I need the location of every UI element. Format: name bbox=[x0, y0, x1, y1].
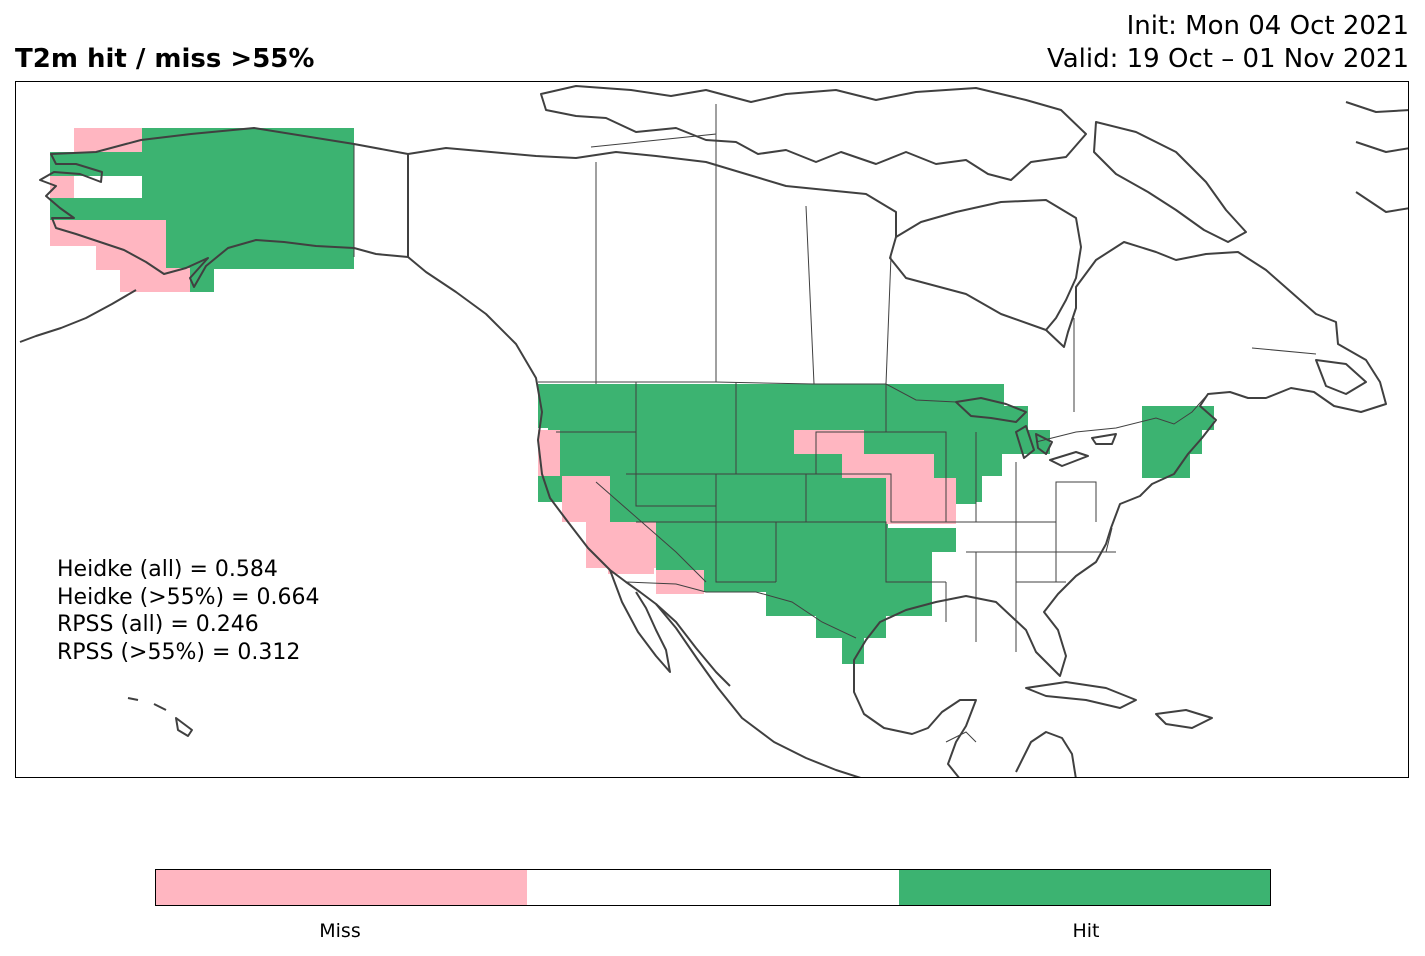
miss-cell-28 bbox=[608, 568, 654, 574]
coastline-pacific bbox=[407, 256, 862, 777]
map-panel bbox=[15, 81, 1409, 778]
hit-cell-15 bbox=[766, 592, 932, 616]
coastline-mainland bbox=[407, 147, 1387, 777]
coastline-yucatan bbox=[1015, 731, 1077, 777]
hit-cell-17 bbox=[842, 638, 864, 664]
colorbar-neutral-segment bbox=[527, 870, 899, 905]
heidke-over-55: Heidke (>55%) = 0.664 bbox=[57, 584, 320, 610]
hit-cell-4 bbox=[50, 198, 142, 220]
miss-cell-7 bbox=[120, 268, 190, 292]
coastline-baja bbox=[609, 569, 671, 673]
hit-cell-16 bbox=[816, 616, 886, 638]
border-canada-us-east bbox=[1035, 393, 1209, 443]
forecast-cells bbox=[50, 128, 1214, 664]
coastline-hudson-bay bbox=[895, 199, 1082, 331]
date-info: Init: Mon 04 Oct 2021 Valid: 19 Oct – 01… bbox=[1047, 10, 1409, 76]
miss-cell-25 bbox=[538, 430, 560, 476]
coastline-newfoundland bbox=[1315, 359, 1367, 395]
coastline-alaska bbox=[39, 127, 409, 288]
miss-cell-27 bbox=[586, 522, 656, 568]
miss-cell-30 bbox=[794, 430, 864, 454]
rpss-over-55: RPSS (>55%) = 0.312 bbox=[57, 639, 301, 665]
miss-cell-3 bbox=[50, 176, 74, 198]
border-mexico bbox=[625, 581, 857, 639]
miss-cell-29 bbox=[656, 570, 704, 594]
hit-cell-0 bbox=[142, 128, 354, 269]
coastline-aleutians bbox=[19, 289, 137, 343]
miss-cell-33 bbox=[932, 502, 956, 524]
skill-scores: Heidke (all) = 0.584 Heidke (>55%) = 0.6… bbox=[57, 556, 320, 666]
colorbar-hit-segment bbox=[898, 870, 1270, 905]
border-us-states bbox=[556, 382, 1116, 652]
map-title: T2m hit / miss >55% bbox=[15, 44, 315, 74]
border-central-america bbox=[945, 731, 977, 743]
colorbar-miss-label: Miss bbox=[319, 920, 361, 942]
coastline-arctic-islands bbox=[540, 85, 1087, 181]
border-canadian-provinces bbox=[590, 104, 1317, 412]
coastline-hispaniola bbox=[1155, 709, 1213, 729]
map-canvas bbox=[19, 85, 1408, 777]
rpss-all: RPSS (all) = 0.246 bbox=[57, 612, 259, 637]
miss-cell-26 bbox=[562, 476, 610, 522]
miss-cell-5 bbox=[50, 220, 166, 246]
coastline-baffin bbox=[1093, 121, 1247, 243]
hit-cell-9 bbox=[538, 384, 1004, 428]
coastline-great-lakes bbox=[955, 397, 1117, 467]
colorbar-miss-segment bbox=[156, 870, 528, 905]
miss-cell-6 bbox=[96, 246, 166, 270]
coastline-cuba bbox=[1025, 681, 1137, 709]
valid-range: Valid: 19 Oct – 01 Nov 2021 bbox=[1046, 44, 1409, 74]
hit-cell-23 bbox=[1142, 454, 1190, 478]
hit-cell-13 bbox=[656, 528, 956, 552]
colorbar bbox=[155, 869, 1271, 906]
hit-cell-22 bbox=[1142, 430, 1202, 454]
political-borders bbox=[353, 104, 1317, 743]
coastline-gulf-california bbox=[655, 603, 731, 687]
init-date: Init: Mon 04 Oct 2021 bbox=[1126, 11, 1409, 41]
coastlines bbox=[19, 85, 1408, 777]
coastline-hawaii bbox=[127, 697, 193, 737]
heidke-all: Heidke (all) = 0.584 bbox=[57, 557, 278, 582]
colorbar-hit-label: Hit bbox=[1072, 920, 1100, 942]
coastline-greenland bbox=[1345, 101, 1408, 213]
